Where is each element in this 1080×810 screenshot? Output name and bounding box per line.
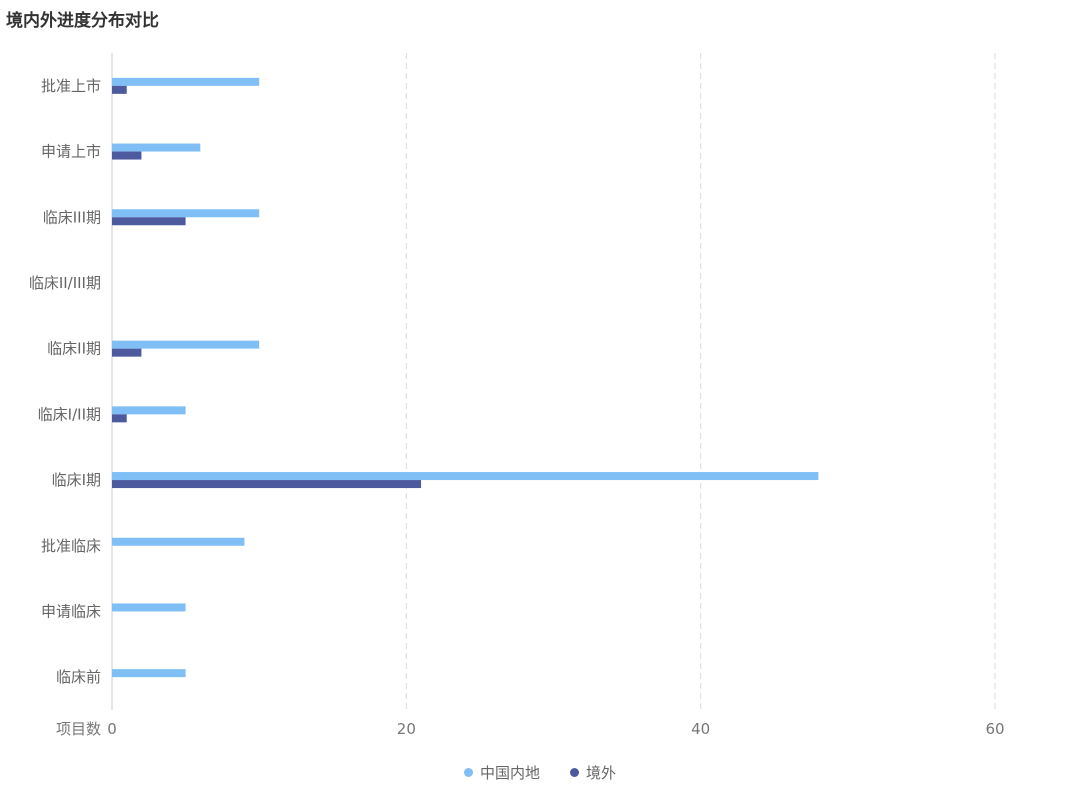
legend: 中国内地 境外 bbox=[0, 762, 1080, 783]
bar-overseas-6 bbox=[112, 480, 422, 489]
bar-mainland-5 bbox=[112, 406, 186, 415]
bars bbox=[112, 77, 819, 678]
y-tick-label: 临床III期 bbox=[43, 208, 101, 226]
bar-mainland-2 bbox=[112, 209, 260, 218]
y-tick-label: 批准临床 bbox=[41, 537, 101, 555]
bar-mainland-0 bbox=[112, 77, 260, 86]
y-tick-label: 申请上市 bbox=[41, 143, 101, 161]
bar-mainland-7 bbox=[112, 537, 245, 546]
legend-dot-mainland bbox=[463, 768, 473, 777]
bar-overseas-5 bbox=[112, 414, 127, 423]
tick-labels: 0 20 40 60 项目数 批准上市申请上市临床III期临床II/III期临床II期临床… bbox=[29, 77, 1005, 738]
x-tick-label-0: 0 bbox=[107, 720, 117, 738]
bar-overseas-1 bbox=[112, 151, 142, 160]
y-tick-label: 批准上市 bbox=[41, 77, 101, 95]
y-tick-label: 临床I/II期 bbox=[38, 405, 101, 423]
bar-mainland-8 bbox=[112, 603, 186, 612]
y-tick-label: 临床前 bbox=[56, 668, 101, 686]
bar-overseas-2 bbox=[112, 217, 186, 226]
x-tick-label-60: 60 bbox=[985, 720, 1004, 738]
bar-mainland-9 bbox=[112, 669, 186, 678]
bar-overseas-0 bbox=[112, 85, 127, 94]
grid-lines bbox=[405, 53, 996, 710]
bar-overseas-4 bbox=[112, 348, 142, 357]
x-tick-label-20: 20 bbox=[397, 720, 416, 738]
legend-dot-overseas bbox=[570, 768, 579, 777]
y-tick-label: 临床II/III期 bbox=[29, 274, 101, 292]
x-axis-label: 项目数 bbox=[56, 720, 101, 738]
legend-item-mainland[interactable]: 中国内地 bbox=[463, 762, 540, 783]
legend-item-overseas[interactable]: 境外 bbox=[570, 762, 616, 783]
legend-label-mainland: 中国内地 bbox=[479, 764, 540, 782]
bar-mainland-1 bbox=[112, 143, 201, 152]
y-tick-label: 临床I期 bbox=[52, 471, 101, 489]
chart-title: 境内外进度分布对比 bbox=[6, 11, 159, 31]
x-tick-label-40: 40 bbox=[691, 720, 710, 738]
bar-mainland-6 bbox=[112, 472, 819, 481]
y-tick-label: 临床II期 bbox=[47, 340, 101, 358]
y-tick-label: 申请临床 bbox=[41, 602, 101, 620]
legend-label-overseas: 境外 bbox=[586, 764, 617, 782]
bar-mainland-4 bbox=[112, 340, 260, 349]
